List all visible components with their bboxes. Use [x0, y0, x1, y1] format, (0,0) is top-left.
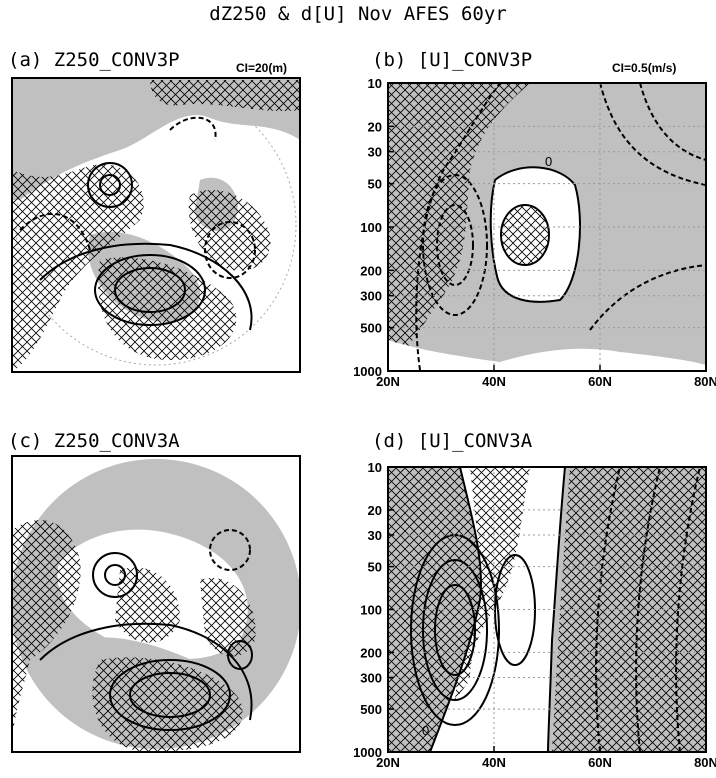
panel-title: (c) Z250_CONV3A [8, 430, 180, 452]
contour-label: 0 [545, 154, 552, 169]
y-tick-label: 500 [360, 702, 382, 717]
x-tick-label: 80N [694, 374, 716, 389]
y-tick-label: 500 [360, 321, 382, 336]
annotation: CI=0.5(m/s) [612, 61, 676, 75]
panel-title: (b) [U]_CONV3P [372, 49, 532, 71]
y-tick-label: 200 [360, 645, 382, 660]
x-tick-label: 40N [482, 755, 506, 770]
y-tick-label: 300 [360, 670, 382, 685]
y-tick-label: 1000 [353, 745, 382, 760]
y-tick-label: 50 [368, 560, 382, 575]
y-tick-label: 50 [368, 177, 382, 192]
figure-title: dZ250 & d[U] Nov AFES 60yr [209, 3, 506, 25]
y-tick-label: 100 [360, 603, 382, 618]
panel-title: (a) Z250_CONV3P [8, 49, 180, 71]
y-tick-label: 10 [368, 76, 382, 91]
annotation: CI=20(m) [236, 61, 287, 75]
map-a [12, 78, 300, 372]
y-tick-label: 200 [360, 263, 382, 278]
map-c [11, 459, 301, 752]
y-tick-label: 30 [368, 528, 382, 543]
y-tick-label: 30 [368, 145, 382, 160]
y-tick-label: 20 [368, 119, 382, 134]
y-tick-label: 1000 [353, 364, 382, 379]
y-tick-label: 10 [368, 460, 382, 475]
y-tick-label: 100 [360, 220, 382, 235]
x-tick-label: 80N [694, 755, 716, 770]
panel-title: (d) [U]_CONV3A [372, 430, 533, 452]
x-tick-label: 60N [588, 374, 612, 389]
figure: dZ250 & d[U] Nov AFES 60yr (a) Z250_CONV… [0, 0, 716, 778]
contour-label: 0 [422, 723, 429, 738]
x-tick-label: 40N [482, 374, 506, 389]
y-tick-label: 300 [360, 289, 382, 304]
x-tick-label: 60N [588, 755, 612, 770]
y-tick-label: 20 [368, 503, 382, 518]
